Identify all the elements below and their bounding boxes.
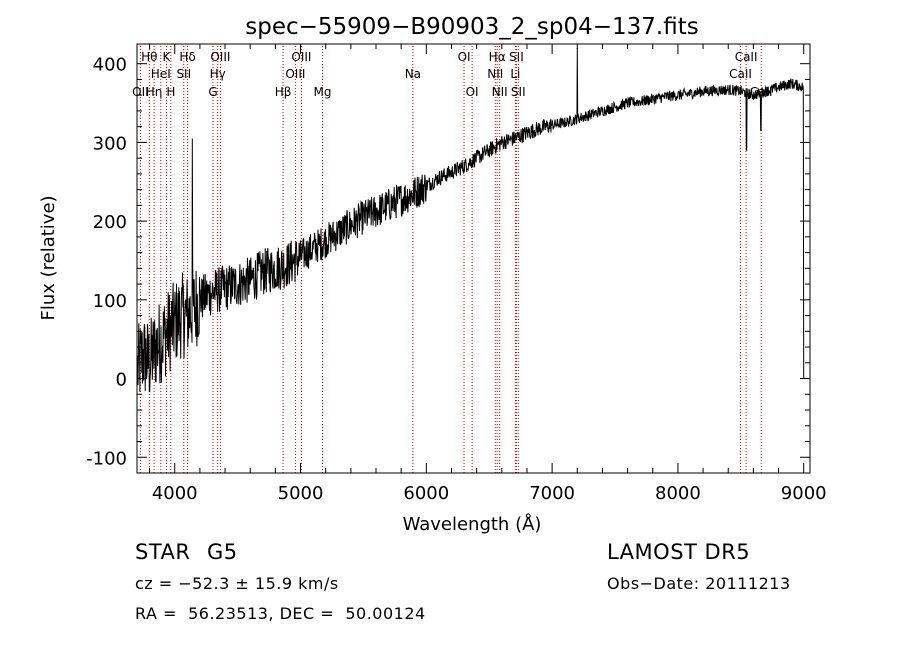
survey-name: LAMOST DR5 [607, 540, 751, 564]
x-tick-label: 6000 [403, 483, 449, 504]
line-marker-label: SII [176, 67, 191, 81]
line-marker-label: K [162, 50, 171, 64]
line-marker-label: OII [132, 85, 149, 99]
axis-ticks-layer: 4000 5000 6000 7000 8000 9000 -100 0 100 200 300 40… [86, 44, 827, 504]
object-subclass: G5 [207, 540, 238, 564]
emission-lines-layer: OIIHθHηHeIKHSIIHδGHγOIIIHβOIIIOIIIMgNaOI… [132, 46, 773, 473]
y-tick-label: 0 [116, 370, 127, 391]
line-marker-label: Na [405, 67, 421, 81]
line-marker-label: Hδ [179, 50, 195, 64]
plot-frame [136, 43, 811, 474]
x-axis-label: Wavelength (Å) [403, 513, 542, 535]
line-marker-label: Mg [314, 85, 332, 99]
line-marker-label: NII [492, 85, 508, 99]
line-marker-label: OI [466, 85, 479, 99]
line-marker-label: Hη [146, 85, 163, 99]
line-marker-label: SII [509, 50, 524, 64]
object-class: STAR [135, 540, 191, 564]
x-tick-label: 8000 [655, 483, 701, 504]
obs-date: Obs−Date: 20111213 [607, 574, 791, 593]
line-marker-label: NII [487, 67, 503, 81]
y-tick-label: 200 [93, 212, 127, 233]
line-marker-label: Li [510, 67, 520, 81]
line-marker-label: OIII [210, 50, 230, 64]
coordinates: RA = 56.23513, DEC = 50.00124 [135, 604, 426, 623]
x-tick-label: 4000 [152, 483, 198, 504]
line-marker-label: OI [458, 50, 471, 64]
y-tick-label: 400 [93, 55, 127, 76]
line-marker-label: Hα [489, 50, 506, 64]
spectrum-layer [137, 47, 805, 393]
y-tick-label: 100 [93, 291, 127, 312]
line-marker-label: OIII [291, 50, 311, 64]
x-tick-label: 7000 [529, 483, 575, 504]
line-marker-label: CaII [735, 50, 758, 64]
line-marker-label: CaII [729, 67, 752, 81]
line-marker-label: G [208, 85, 217, 99]
x-tick-label: 9000 [781, 483, 827, 504]
line-marker-label: Hθ [141, 50, 157, 64]
y-tick-label: 300 [93, 133, 127, 154]
line-marker-label: SII [511, 85, 526, 99]
y-axis-label: Flux (relative) [38, 195, 59, 320]
redshift-text: cz = −52.3 ± 15.9 km/s [135, 574, 339, 593]
x-tick-label: 5000 [278, 483, 324, 504]
line-marker-label: H [166, 85, 175, 99]
line-marker-label: OIII [285, 67, 305, 81]
y-tick-label: -100 [86, 448, 127, 469]
spectrum-line [137, 47, 805, 393]
line-marker-label: Hβ [275, 85, 292, 99]
line-marker-label: HeI [151, 67, 171, 81]
chart-title: spec−55909−B90903_2_sp04−137.fits [245, 14, 699, 40]
line-marker-label: Hγ [210, 67, 226, 81]
